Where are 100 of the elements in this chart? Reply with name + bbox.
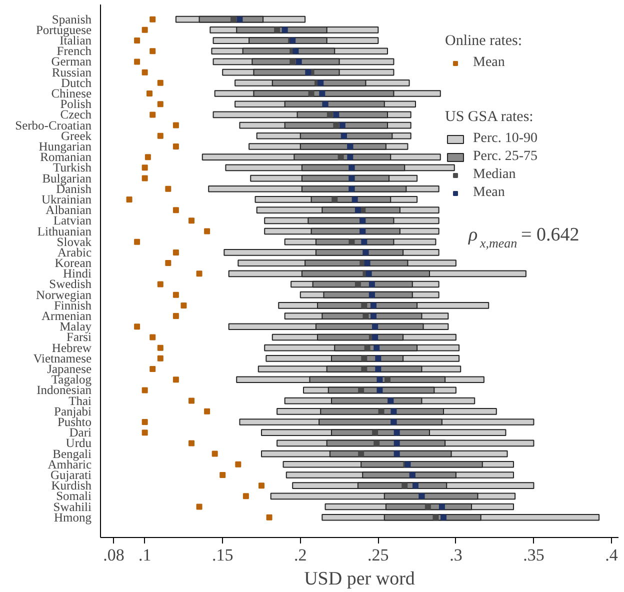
point bbox=[378, 408, 384, 414]
point bbox=[376, 387, 383, 394]
point bbox=[144, 154, 151, 160]
point bbox=[394, 450, 400, 457]
point bbox=[188, 218, 194, 224]
point bbox=[358, 387, 364, 394]
point bbox=[412, 482, 418, 489]
point bbox=[361, 366, 368, 372]
point bbox=[361, 355, 368, 362]
point bbox=[258, 482, 264, 489]
x-axis-title: USD per word bbox=[304, 568, 416, 590]
point bbox=[172, 292, 179, 298]
point bbox=[372, 334, 378, 340]
x-tick-label: .35 bbox=[523, 546, 544, 564]
point bbox=[292, 48, 299, 54]
x-tick-label: .25 bbox=[368, 546, 389, 564]
point bbox=[142, 175, 148, 182]
point bbox=[318, 80, 324, 86]
point bbox=[180, 302, 187, 308]
point bbox=[274, 26, 280, 33]
point bbox=[333, 112, 340, 118]
point bbox=[150, 16, 156, 22]
point bbox=[150, 48, 156, 54]
y-tick-label: Gujarati bbox=[50, 468, 92, 482]
legend-label: Median bbox=[473, 167, 516, 183]
point bbox=[339, 122, 346, 128]
point bbox=[150, 112, 156, 118]
point bbox=[157, 344, 164, 351]
point bbox=[375, 355, 382, 362]
point bbox=[134, 58, 140, 65]
point bbox=[157, 355, 164, 362]
point bbox=[368, 281, 375, 288]
annotation: Online rates: bbox=[445, 33, 522, 50]
point bbox=[364, 260, 370, 266]
point bbox=[338, 154, 344, 160]
point bbox=[374, 440, 380, 446]
point bbox=[157, 80, 164, 86]
x-tick-label: .1 bbox=[138, 546, 152, 564]
point bbox=[364, 344, 370, 351]
point bbox=[375, 366, 382, 372]
point bbox=[142, 419, 148, 425]
point bbox=[361, 238, 368, 245]
point bbox=[142, 164, 148, 171]
point bbox=[157, 132, 164, 139]
point bbox=[172, 313, 179, 320]
point bbox=[384, 376, 390, 383]
legend-label: Perc. 25-75 bbox=[473, 149, 538, 165]
point bbox=[352, 196, 358, 202]
point bbox=[188, 440, 194, 446]
point bbox=[366, 270, 372, 277]
point bbox=[134, 238, 140, 245]
point bbox=[290, 58, 296, 65]
point bbox=[157, 281, 164, 288]
point bbox=[305, 69, 312, 76]
point bbox=[172, 122, 179, 128]
point bbox=[326, 112, 333, 118]
point bbox=[438, 504, 445, 510]
legend-label: Mean bbox=[473, 55, 505, 71]
point bbox=[146, 90, 152, 97]
point bbox=[172, 143, 179, 150]
point bbox=[172, 249, 179, 256]
point bbox=[354, 281, 361, 288]
point bbox=[372, 430, 378, 436]
point bbox=[333, 122, 340, 128]
x-tick-label: .15 bbox=[212, 546, 234, 564]
point bbox=[242, 493, 249, 500]
point bbox=[370, 313, 376, 320]
point bbox=[424, 504, 431, 510]
point bbox=[236, 16, 243, 22]
point bbox=[402, 482, 408, 489]
annotation: US GSA rates: bbox=[445, 109, 534, 126]
point bbox=[172, 376, 179, 383]
point bbox=[394, 440, 400, 446]
point bbox=[440, 514, 446, 520]
point bbox=[220, 472, 226, 478]
point bbox=[432, 514, 439, 520]
point bbox=[347, 154, 354, 160]
point bbox=[319, 90, 326, 97]
legend-label: Perc. 10-90 bbox=[473, 131, 538, 147]
point bbox=[134, 38, 140, 44]
point bbox=[354, 207, 361, 214]
point bbox=[230, 16, 236, 22]
point bbox=[196, 504, 202, 510]
point bbox=[188, 398, 194, 404]
point bbox=[282, 26, 288, 33]
point bbox=[362, 313, 369, 320]
point bbox=[134, 324, 140, 330]
point bbox=[212, 450, 218, 457]
point bbox=[308, 90, 314, 97]
point bbox=[358, 450, 364, 457]
point bbox=[150, 334, 156, 340]
point bbox=[172, 207, 179, 214]
point bbox=[374, 344, 380, 351]
point bbox=[370, 302, 376, 308]
x-tick-label: .4 bbox=[605, 546, 618, 564]
point bbox=[126, 196, 132, 202]
point bbox=[235, 461, 242, 468]
point bbox=[394, 430, 400, 436]
x-tick-label: .08 bbox=[103, 546, 124, 564]
point bbox=[142, 387, 148, 394]
